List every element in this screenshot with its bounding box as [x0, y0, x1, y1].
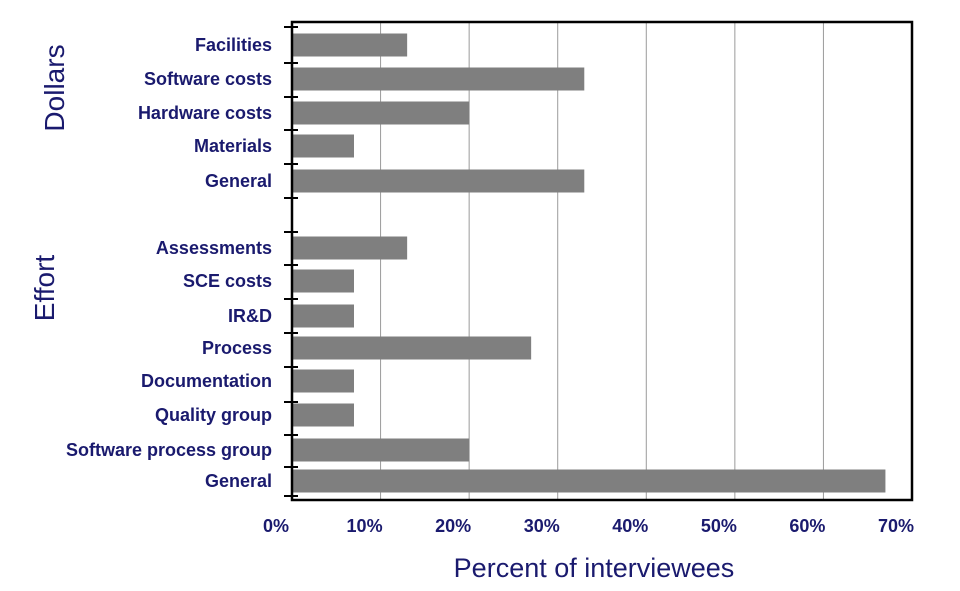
category-label: Software costs: [144, 69, 272, 89]
category-label: General: [205, 471, 272, 491]
x-tick-label: 10%: [347, 516, 383, 536]
bar-software-costs: [292, 67, 585, 91]
category-label: Process: [202, 338, 272, 358]
category-label: Facilities: [195, 35, 272, 55]
bar-sce-costs: [292, 269, 354, 293]
bar-materials: [292, 134, 354, 158]
x-tick-label: 70%: [878, 516, 914, 536]
bar-general: [292, 169, 585, 193]
bar-hardware-costs: [292, 101, 470, 125]
category-labels: Facilities Software costs Hardware costs Ma…: [66, 35, 272, 491]
x-tick-label: 50%: [701, 516, 737, 536]
x-tick-labels: 0% 10% 20% 30% 40% 50% 60% 70%: [263, 516, 914, 536]
x-tick-label: 30%: [524, 516, 560, 536]
category-label: Materials: [194, 136, 272, 156]
x-tick-label: 0%: [263, 516, 289, 536]
group-label-effort: Effort: [29, 255, 60, 322]
bar-ir-d: [292, 304, 354, 328]
x-axis-title: Percent of interviewees: [454, 553, 735, 583]
x-tick-label: 40%: [612, 516, 648, 536]
x-tick-label: 60%: [789, 516, 825, 536]
category-label: Software process group: [66, 440, 272, 460]
bar-facilities: [292, 33, 408, 57]
plot-frame: [290, 20, 914, 502]
x-tick-label: 20%: [435, 516, 471, 536]
category-label: Quality group: [155, 405, 272, 425]
group-label-dollars: Dollars: [39, 44, 70, 131]
bar-assessments: [292, 236, 408, 260]
bar-general: [292, 469, 886, 493]
category-label: IR&D: [228, 306, 272, 326]
category-label: Documentation: [141, 371, 272, 391]
category-label: Assessments: [156, 238, 272, 258]
bar-quality-group: [292, 403, 354, 427]
category-label: Hardware costs: [138, 103, 272, 123]
category-label: SCE costs: [183, 271, 272, 291]
bar-software-process-group: [292, 438, 470, 462]
grid-lines: [380, 22, 913, 500]
category-label: General: [205, 171, 272, 191]
axes: [284, 20, 914, 502]
bar-documentation: [292, 369, 354, 393]
bars: [292, 33, 886, 493]
bar-process: [292, 336, 532, 360]
